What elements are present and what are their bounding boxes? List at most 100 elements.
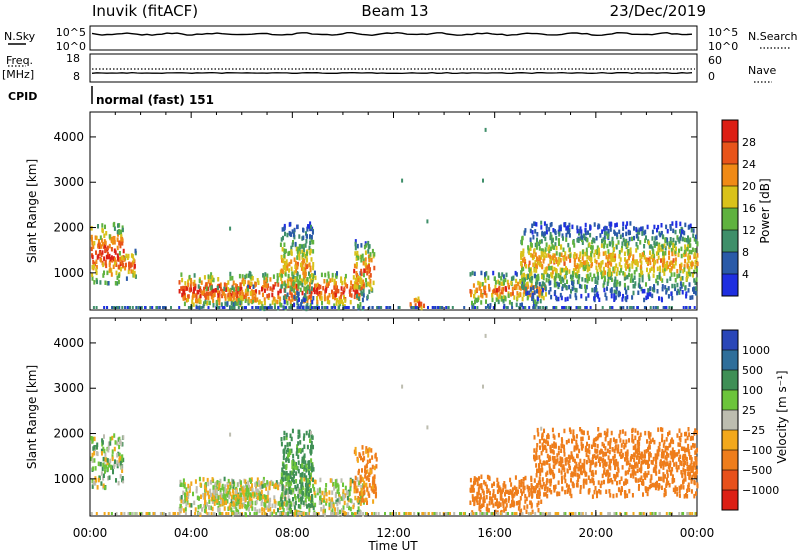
heatmap-cell bbox=[679, 281, 682, 286]
heatmap-cell bbox=[572, 429, 575, 434]
heatmap-cell bbox=[501, 498, 504, 503]
heatmap-cell bbox=[108, 475, 111, 480]
heatmap-cell bbox=[590, 245, 593, 250]
heatmap-cell bbox=[252, 284, 255, 289]
heatmap-cell bbox=[182, 296, 185, 301]
heatmap-cell bbox=[547, 433, 550, 438]
heatmap-cell bbox=[110, 272, 113, 277]
heatmap-cell bbox=[591, 477, 594, 482]
heatmap-cell bbox=[234, 497, 237, 502]
heatmap-cell bbox=[365, 282, 368, 288]
heatmap-cell bbox=[308, 496, 311, 502]
heatmap-cell bbox=[606, 432, 609, 437]
heatmap-cell bbox=[682, 446, 685, 452]
heatmap-cell bbox=[624, 480, 627, 486]
heatmap-cell bbox=[596, 435, 599, 441]
heatmap-cell bbox=[310, 286, 313, 291]
heatmap-cell bbox=[327, 295, 330, 300]
heatmap-cell bbox=[226, 301, 229, 306]
heatmap-cell bbox=[313, 289, 316, 295]
heatmap-cell bbox=[368, 447, 371, 452]
heatmap-cell bbox=[207, 295, 210, 301]
heatmap-cell bbox=[331, 497, 334, 502]
heatmap-cell bbox=[603, 275, 606, 281]
heatmap-cell bbox=[309, 234, 312, 239]
heatmap-cell bbox=[523, 256, 526, 262]
heatmap-cell bbox=[212, 288, 215, 294]
heatmap-cell bbox=[183, 301, 186, 307]
heatmap-cell bbox=[94, 235, 97, 240]
heatmap-cell bbox=[212, 277, 215, 283]
heatmap-cell bbox=[108, 262, 111, 268]
heatmap-cell bbox=[653, 260, 656, 266]
heatmap-cell bbox=[607, 479, 610, 484]
heatmap-cell bbox=[321, 498, 324, 503]
heatmap-cell bbox=[364, 257, 367, 262]
heatmap-cell bbox=[523, 505, 526, 510]
heatmap-cell bbox=[308, 429, 311, 435]
heatmap-cell bbox=[250, 503, 253, 509]
heatmap-cell bbox=[573, 436, 576, 441]
heatmap-cell bbox=[590, 460, 593, 466]
heatmap-cell bbox=[585, 259, 588, 265]
heatmap-cell bbox=[643, 230, 646, 236]
heatmap-cell bbox=[579, 458, 582, 464]
heatmap-cell bbox=[189, 283, 192, 288]
heatmap-cell bbox=[616, 232, 619, 237]
heatmap-cell bbox=[215, 299, 218, 305]
heatmap-cell bbox=[544, 445, 547, 450]
heatmap-cell bbox=[332, 294, 335, 300]
heatmap-cell bbox=[488, 476, 491, 481]
heatmap-cell bbox=[555, 236, 558, 241]
heatmap-cell bbox=[286, 442, 289, 447]
heatmap-cell bbox=[603, 235, 606, 240]
heatmap-cell bbox=[162, 306, 164, 309]
heatmap-cell bbox=[316, 488, 319, 493]
heatmap-cell bbox=[543, 269, 546, 275]
heatmap-cell bbox=[651, 287, 654, 292]
heatmap-cell bbox=[312, 306, 315, 309]
heatmap-cell bbox=[210, 480, 213, 485]
heatmap-cell bbox=[553, 245, 556, 250]
heatmap-cell bbox=[577, 467, 580, 472]
heatmap-cell bbox=[360, 258, 363, 263]
heatmap-cell bbox=[581, 436, 584, 441]
heatmap-cell bbox=[585, 264, 588, 270]
heatmap-cell bbox=[532, 285, 535, 290]
heatmap-cell bbox=[244, 479, 247, 484]
heatmap-cell bbox=[343, 295, 346, 300]
heatmap-cell bbox=[551, 244, 554, 249]
heatmap-cell bbox=[695, 239, 698, 244]
heatmap-cell bbox=[258, 480, 261, 485]
heatmap-cell bbox=[333, 291, 336, 296]
heatmap-cell bbox=[619, 234, 622, 239]
heatmap-cell bbox=[256, 477, 259, 482]
heatmap-cell bbox=[476, 494, 479, 499]
heatmap-cell bbox=[180, 482, 183, 487]
heatmap-cell bbox=[362, 512, 365, 517]
heatmap-cell bbox=[591, 460, 594, 465]
heatmap-cell bbox=[290, 249, 293, 254]
heatmap-cell bbox=[689, 436, 692, 441]
heatmap-cell bbox=[311, 503, 314, 508]
heatmap-cell bbox=[661, 437, 664, 443]
heatmap-cell bbox=[203, 484, 206, 490]
heatmap-cell bbox=[302, 500, 305, 505]
heatmap-cell bbox=[563, 222, 566, 227]
heatmap-cell bbox=[236, 289, 239, 294]
heatmap-cell bbox=[652, 265, 655, 270]
heatmap-cell bbox=[306, 251, 309, 256]
heatmap-cell bbox=[557, 432, 560, 438]
heatmap-cell bbox=[566, 229, 569, 234]
heatmap-cell bbox=[627, 470, 630, 475]
heatmap-cell bbox=[693, 306, 696, 309]
heatmap-cell bbox=[134, 248, 137, 254]
heatmap-cell bbox=[194, 283, 197, 289]
heatmap-cell bbox=[356, 477, 359, 482]
heatmap-cell bbox=[539, 468, 542, 473]
heatmap-cell bbox=[626, 264, 629, 269]
heatmap-cell bbox=[197, 289, 200, 295]
heatmap-cell bbox=[554, 290, 557, 295]
heatmap-cell bbox=[296, 255, 299, 260]
heatmap-cell bbox=[644, 306, 647, 309]
